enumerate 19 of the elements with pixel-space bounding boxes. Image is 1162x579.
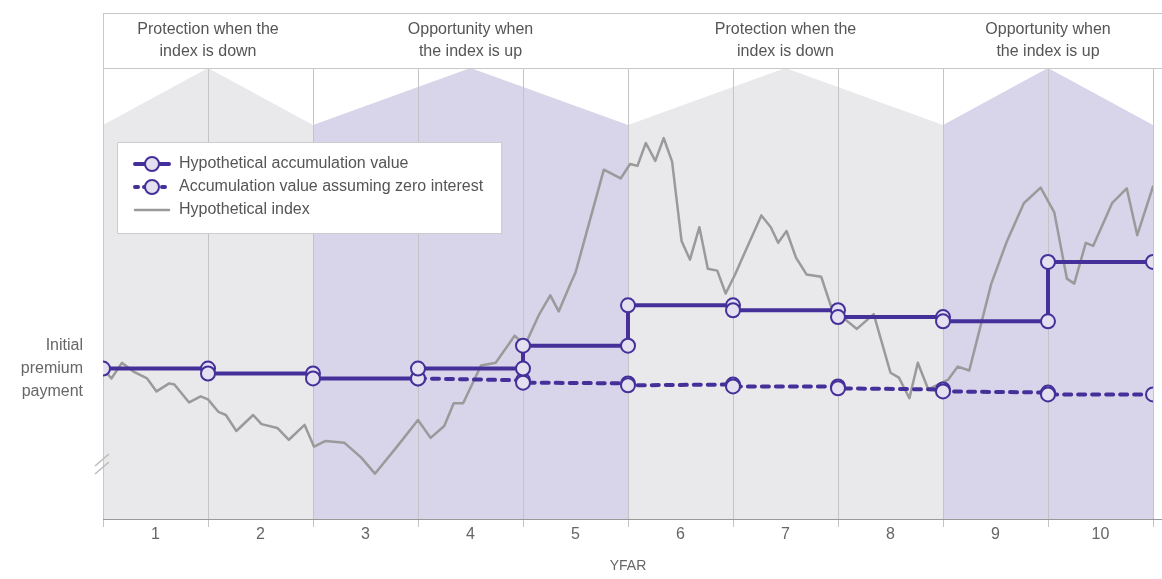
- annotation: Initial premium payment: [20, 335, 84, 399]
- x-tick-label: 10: [1091, 525, 1110, 543]
- band-label: Opportunity when the index is up: [985, 20, 1111, 60]
- x-tick-label: 6: [676, 525, 686, 543]
- x-tick-label: 5: [571, 525, 581, 543]
- x-tick-label: 3: [361, 525, 371, 543]
- band-label: Protection when the index is down: [137, 20, 279, 60]
- band-label: Protection when the index is down: [714, 20, 857, 60]
- legend-label: Accumulation value assuming zero interest: [179, 177, 484, 195]
- legend-label: Hypothetical index: [179, 200, 310, 218]
- x-tick-label: 8: [886, 525, 896, 543]
- x-tick-label: 4: [466, 525, 476, 543]
- legend-label: Hypothetical accumulation value: [179, 154, 409, 172]
- band-label: Opportunity when the index is up: [407, 20, 534, 60]
- x-tick-label: 7: [781, 525, 791, 543]
- x-tick-label: 1: [151, 525, 161, 543]
- x-axis-title: YFAR: [609, 557, 647, 574]
- x-tick-label: 2: [256, 525, 266, 543]
- x-tick-label: 9: [991, 525, 1001, 543]
